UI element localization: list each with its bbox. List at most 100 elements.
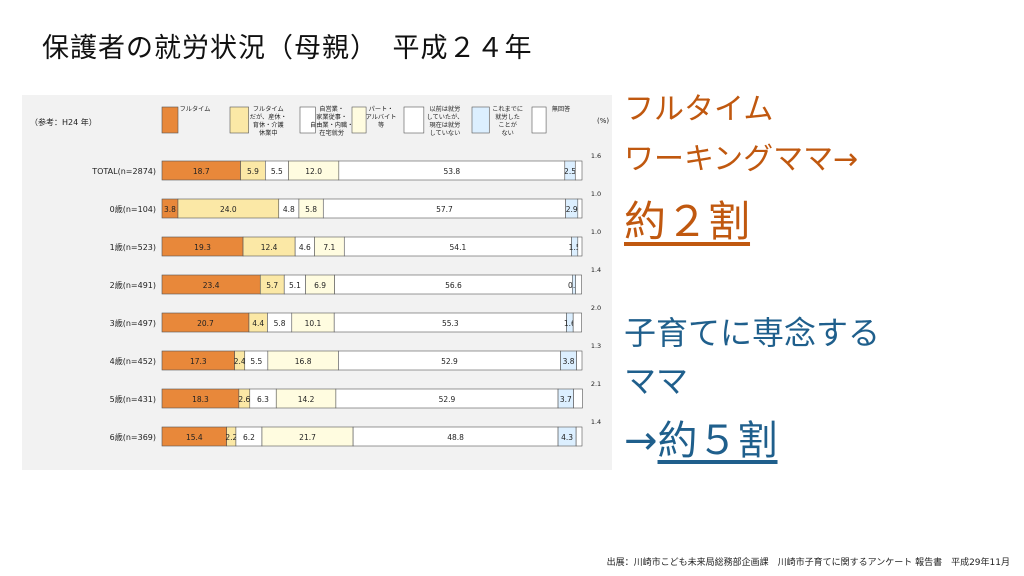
bar-value-label: 4.4 [252, 319, 264, 328]
legend-label: フルタイム [253, 105, 284, 113]
no-answer-value-label: 2.1 [591, 380, 601, 388]
bar-value-label: 55.3 [442, 319, 459, 328]
legend-swatch [403, 106, 425, 134]
legend-label: だが、産休・ [250, 113, 287, 121]
unit-label: (%) [597, 117, 609, 125]
legend-label: 就労した [495, 113, 520, 121]
bar-value-label: 4.8 [283, 205, 295, 214]
category-label: 2歳(n=491) [110, 280, 156, 290]
bar-value-label: 20.7 [197, 319, 214, 328]
bar-value-label: 1.5 [569, 243, 581, 252]
bar-value-label: 2.4 [234, 357, 246, 366]
no-answer-value-label: 1.3 [591, 342, 601, 350]
legend-swatch [229, 106, 249, 134]
bar-value-label: 10.1 [305, 319, 322, 328]
bar-value-label: 5.1 [289, 281, 301, 290]
bar-value-label: 5.8 [274, 319, 286, 328]
bar-value-label: 6.2 [243, 433, 255, 442]
category-label: 3歳(n=497) [110, 318, 156, 328]
no-answer-value-label: 2.0 [591, 304, 601, 312]
legend-label: 家業従事・ [316, 113, 347, 121]
bar-value-label: 6.3 [257, 395, 269, 404]
category-label: 6歳(n=369) [110, 432, 156, 442]
bar-value-label: 2.2 [225, 433, 237, 442]
bar-segment [576, 350, 583, 371]
legend-label: していたが、 [427, 113, 464, 121]
bar-value-label: 48.8 [447, 433, 464, 442]
bar-value-label: 53.8 [443, 167, 460, 176]
bar-value-label: 16.8 [295, 357, 312, 366]
bar-value-label: 24.0 [220, 205, 237, 214]
legend-label: これまでに [492, 106, 523, 113]
callout-fulltime-value: 約２割 [624, 197, 751, 246]
legend-label: フルタイム [180, 105, 211, 113]
legend-label: ことが [498, 121, 517, 129]
bar-segment [575, 274, 582, 295]
bar-value-label: 19.3 [194, 243, 211, 252]
bar-value-label: 7.1 [323, 243, 335, 252]
bar-value-label: 3.7 [560, 395, 572, 404]
callout-fulltime-line1: フルタイム [624, 92, 774, 127]
bar-value-label: 5.7 [266, 281, 278, 290]
legend-swatch [299, 106, 316, 134]
category-label: 5歳(n=431) [110, 394, 156, 404]
bar-value-label: 21.7 [299, 433, 316, 442]
legend-label: 育休・介護 [253, 121, 285, 129]
legend-label: 現在は就労 [429, 121, 460, 129]
bar-value-label: 5.5 [271, 167, 283, 176]
bar-value-label: 15.4 [186, 433, 203, 442]
bar-value-label: 2.6 [238, 395, 250, 404]
bar-value-label: 1.6 [564, 319, 576, 328]
legend-swatch [351, 106, 367, 134]
bar-value-label: 17.3 [190, 357, 207, 366]
no-answer-value-label: 1.0 [591, 228, 601, 236]
no-answer-value-label: 1.4 [591, 266, 601, 274]
legend-swatch [161, 106, 179, 134]
no-answer-value-label: 1.4 [591, 418, 601, 426]
bar-value-label: 52.9 [439, 395, 456, 404]
bar-segment [577, 236, 583, 257]
source-citation: 出展：川崎市こども未来局総務部企画課 川崎市子育てに関するアンケート 報告書 平… [606, 558, 1010, 568]
category-label: 0歳(n=104) [110, 204, 156, 214]
callout-home-line2: ママ [624, 362, 689, 400]
legend-label: していない [430, 130, 461, 137]
bar-segment [572, 312, 582, 333]
legend-label: 等 [378, 121, 384, 129]
legend-label: 無回答 [552, 105, 571, 113]
bar-value-label: 12.0 [305, 167, 322, 176]
legend-swatch [531, 106, 547, 134]
bar-value-label: 3.8 [164, 205, 176, 214]
category-label: TOTAL(n=2874) [91, 167, 156, 176]
bar-value-label: 4.3 [561, 433, 573, 442]
callout-home-value: 約５割 [657, 418, 778, 464]
bar-value-label: 2.5 [564, 167, 576, 176]
bar-value-label: 56.6 [445, 281, 462, 290]
legend-label: 自由業・内職・ [310, 121, 353, 129]
legend-label: 以前は就労 [429, 105, 460, 113]
reference-label: （参考：H24 年） [30, 117, 97, 127]
category-label: 1歳(n=523) [110, 242, 156, 252]
bar-segment [573, 388, 583, 409]
legend-label: ない [501, 130, 513, 137]
bar-value-label: 23.4 [203, 281, 220, 290]
bar-value-label: 4.6 [299, 243, 311, 252]
slide-title: 保護者の就労状況（母親） 平成２４年 [42, 33, 533, 64]
bar-value-label: 12.4 [261, 243, 278, 252]
no-answer-value-label: 1.6 [591, 152, 601, 160]
legend-label: 在宅就労 [319, 129, 344, 137]
callout-home-value-row: →約５割 [624, 408, 778, 466]
bar-value-label: 14.2 [298, 395, 315, 404]
bar-segment [577, 198, 583, 219]
bar-value-label: 5.5 [250, 357, 262, 366]
callout-fulltime-line2: ワーキングママ→ [624, 142, 859, 177]
bar-value-label: 2.9 [566, 205, 578, 214]
bar-value-label: 3.8 [563, 357, 575, 366]
legend-label: 自営業・ [319, 105, 344, 113]
bar-value-label: 57.7 [436, 205, 453, 214]
no-answer-value-label: 1.0 [591, 190, 601, 198]
bar-value-label: 0.8 [568, 281, 580, 290]
bar-segment [575, 426, 583, 447]
bar-value-label: 54.1 [450, 243, 467, 252]
bar-value-label: 52.9 [441, 357, 458, 366]
